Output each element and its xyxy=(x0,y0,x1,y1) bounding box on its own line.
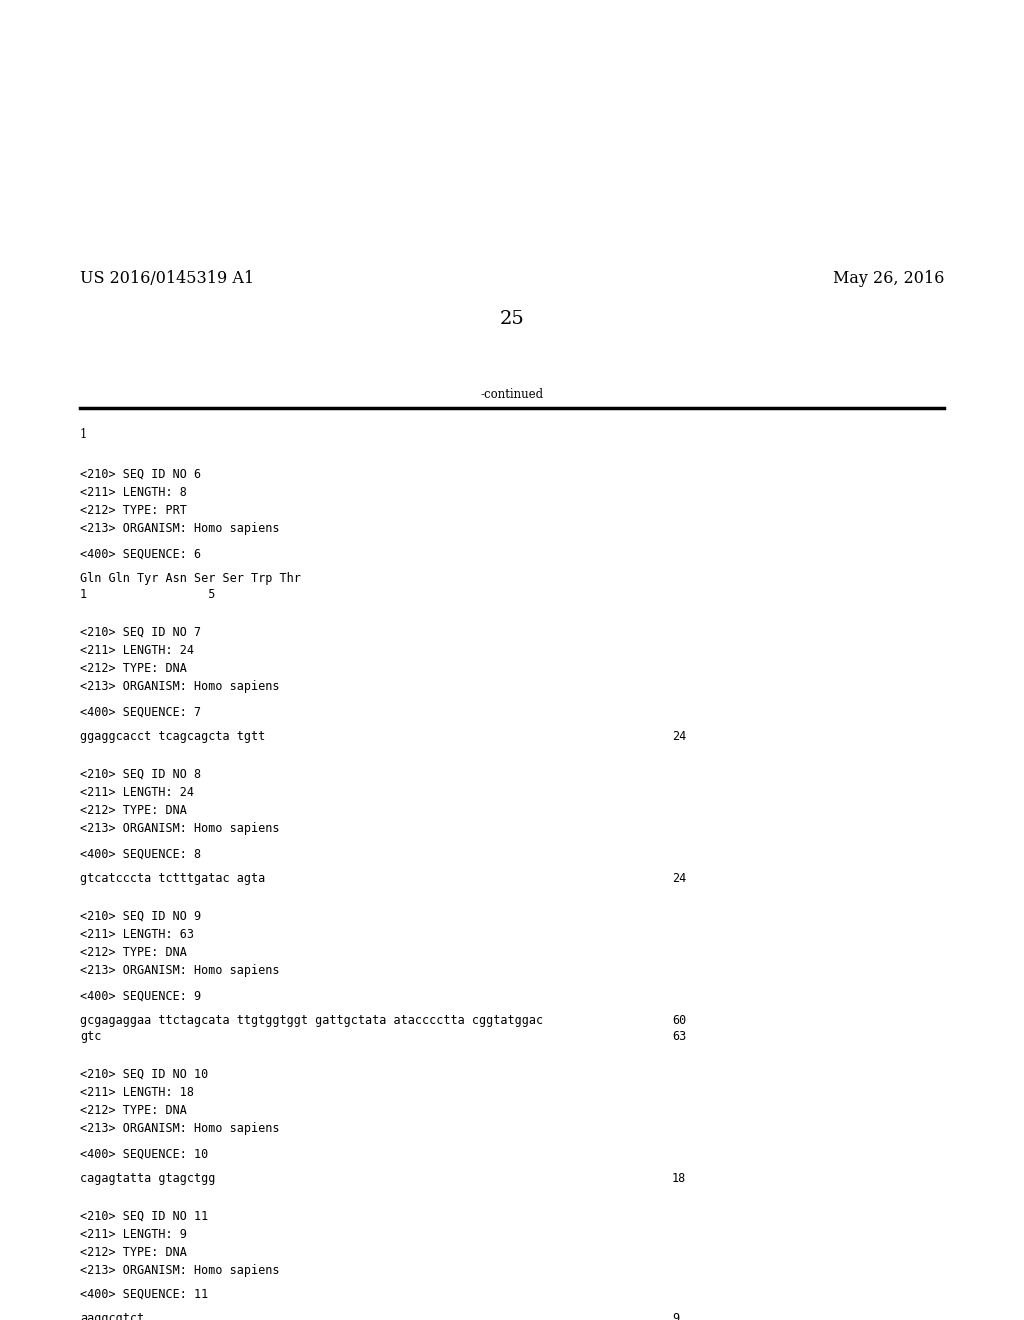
Text: aaggcgtct: aaggcgtct xyxy=(80,1312,144,1320)
Text: <400> SEQUENCE: 7: <400> SEQUENCE: 7 xyxy=(80,706,201,719)
Text: May 26, 2016: May 26, 2016 xyxy=(833,271,944,286)
Text: <212> TYPE: DNA: <212> TYPE: DNA xyxy=(80,663,186,675)
Text: <212> TYPE: PRT: <212> TYPE: PRT xyxy=(80,504,186,517)
Text: -continued: -continued xyxy=(480,388,544,401)
Text: 24: 24 xyxy=(672,730,686,743)
Text: <211> LENGTH: 24: <211> LENGTH: 24 xyxy=(80,644,194,657)
Text: gtcatcccta tctttgatac agta: gtcatcccta tctttgatac agta xyxy=(80,873,265,884)
Text: <400> SEQUENCE: 9: <400> SEQUENCE: 9 xyxy=(80,990,201,1003)
Text: <212> TYPE: DNA: <212> TYPE: DNA xyxy=(80,804,186,817)
Text: 18: 18 xyxy=(672,1172,686,1185)
Text: <210> SEQ ID NO 8: <210> SEQ ID NO 8 xyxy=(80,768,201,781)
Text: Gln Gln Tyr Asn Ser Ser Trp Thr: Gln Gln Tyr Asn Ser Ser Trp Thr xyxy=(80,572,301,585)
Text: <213> ORGANISM: Homo sapiens: <213> ORGANISM: Homo sapiens xyxy=(80,680,280,693)
Text: 1: 1 xyxy=(80,428,87,441)
Text: 25: 25 xyxy=(500,310,524,327)
Text: <400> SEQUENCE: 11: <400> SEQUENCE: 11 xyxy=(80,1288,208,1302)
Text: <213> ORGANISM: Homo sapiens: <213> ORGANISM: Homo sapiens xyxy=(80,964,280,977)
Text: <210> SEQ ID NO 9: <210> SEQ ID NO 9 xyxy=(80,909,201,923)
Text: <400> SEQUENCE: 8: <400> SEQUENCE: 8 xyxy=(80,847,201,861)
Text: <210> SEQ ID NO 7: <210> SEQ ID NO 7 xyxy=(80,626,201,639)
Text: cagagtatta gtagctgg: cagagtatta gtagctgg xyxy=(80,1172,215,1185)
Text: <211> LENGTH: 9: <211> LENGTH: 9 xyxy=(80,1228,186,1241)
Text: <211> LENGTH: 8: <211> LENGTH: 8 xyxy=(80,486,186,499)
Text: <213> ORGANISM: Homo sapiens: <213> ORGANISM: Homo sapiens xyxy=(80,1265,280,1276)
Text: 24: 24 xyxy=(672,873,686,884)
Text: US 2016/0145319 A1: US 2016/0145319 A1 xyxy=(80,271,254,286)
Text: <213> ORGANISM: Homo sapiens: <213> ORGANISM: Homo sapiens xyxy=(80,1122,280,1135)
Text: <210> SEQ ID NO 10: <210> SEQ ID NO 10 xyxy=(80,1068,208,1081)
Text: <211> LENGTH: 63: <211> LENGTH: 63 xyxy=(80,928,194,941)
Text: <400> SEQUENCE: 6: <400> SEQUENCE: 6 xyxy=(80,548,201,561)
Text: <212> TYPE: DNA: <212> TYPE: DNA xyxy=(80,946,186,960)
Text: <213> ORGANISM: Homo sapiens: <213> ORGANISM: Homo sapiens xyxy=(80,521,280,535)
Text: <210> SEQ ID NO 6: <210> SEQ ID NO 6 xyxy=(80,469,201,480)
Text: 63: 63 xyxy=(672,1030,686,1043)
Text: <213> ORGANISM: Homo sapiens: <213> ORGANISM: Homo sapiens xyxy=(80,822,280,836)
Text: <211> LENGTH: 24: <211> LENGTH: 24 xyxy=(80,785,194,799)
Text: <210> SEQ ID NO 11: <210> SEQ ID NO 11 xyxy=(80,1210,208,1224)
Text: ggaggcacct tcagcagcta tgtt: ggaggcacct tcagcagcta tgtt xyxy=(80,730,265,743)
Text: 60: 60 xyxy=(672,1014,686,1027)
Text: <212> TYPE: DNA: <212> TYPE: DNA xyxy=(80,1104,186,1117)
Text: 1                 5: 1 5 xyxy=(80,587,215,601)
Text: gcgagaggaa ttctagcata ttgtggtggt gattgctata atacccctta cggtatggac: gcgagaggaa ttctagcata ttgtggtggt gattgct… xyxy=(80,1014,543,1027)
Text: <211> LENGTH: 18: <211> LENGTH: 18 xyxy=(80,1086,194,1100)
Text: gtc: gtc xyxy=(80,1030,101,1043)
Text: <400> SEQUENCE: 10: <400> SEQUENCE: 10 xyxy=(80,1148,208,1162)
Text: 9: 9 xyxy=(672,1312,679,1320)
Text: <212> TYPE: DNA: <212> TYPE: DNA xyxy=(80,1246,186,1259)
